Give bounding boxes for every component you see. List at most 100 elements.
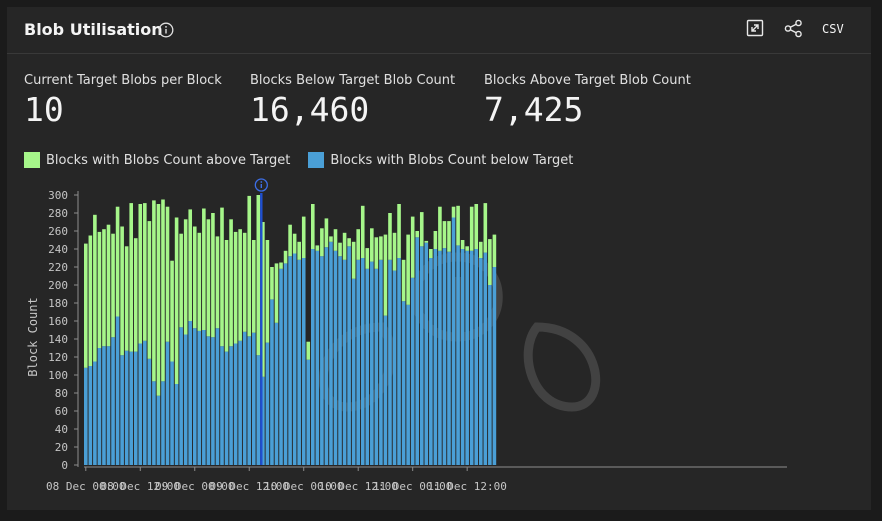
bar-above-target[interactable] xyxy=(211,213,215,338)
bar-below-target[interactable] xyxy=(415,237,420,465)
bar-above-target[interactable] xyxy=(192,226,197,329)
bar-above-target[interactable] xyxy=(460,240,465,249)
bar-below-target[interactable] xyxy=(401,301,406,465)
bar-below-target[interactable] xyxy=(111,337,115,465)
bar-above-target[interactable] xyxy=(93,214,97,362)
bar-above-target[interactable] xyxy=(329,236,333,242)
bar-above-target[interactable] xyxy=(419,212,424,247)
bar-above-target[interactable] xyxy=(306,341,311,360)
bar-below-target[interactable] xyxy=(170,361,174,466)
bar-below-target[interactable] xyxy=(456,245,460,465)
bar-below-target[interactable] xyxy=(120,355,124,465)
bar-below-target[interactable] xyxy=(324,247,329,465)
bar-below-target[interactable] xyxy=(270,299,274,465)
bar-above-target[interactable] xyxy=(161,199,165,382)
bar-above-target[interactable] xyxy=(342,232,347,260)
bar-below-target[interactable] xyxy=(488,285,492,465)
bar-below-target[interactable] xyxy=(419,246,424,465)
share-icon[interactable] xyxy=(784,19,803,42)
bar-below-target[interactable] xyxy=(297,259,301,465)
bar-below-target[interactable] xyxy=(370,261,374,465)
bar-below-target[interactable] xyxy=(229,346,233,465)
bar-below-target[interactable] xyxy=(347,246,351,465)
bar-above-target[interactable] xyxy=(456,205,460,246)
bar-above-target[interactable] xyxy=(97,231,102,348)
bar-above-target[interactable] xyxy=(283,250,288,264)
bar-below-target[interactable] xyxy=(292,253,297,466)
bar-below-target[interactable] xyxy=(165,341,170,465)
bar-below-target[interactable] xyxy=(279,268,283,465)
bar-below-target[interactable] xyxy=(288,256,292,465)
bar-below-target[interactable] xyxy=(174,384,179,465)
bar-below-target[interactable] xyxy=(220,346,224,465)
bar-above-target[interactable] xyxy=(220,207,224,347)
bar-below-target[interactable] xyxy=(202,330,206,465)
bar-above-target[interactable] xyxy=(229,219,233,347)
bar-below-target[interactable] xyxy=(206,336,211,465)
bar-above-target[interactable] xyxy=(102,229,106,347)
bar-below-target[interactable] xyxy=(397,258,401,465)
bar-above-target[interactable] xyxy=(279,262,283,269)
bar-above-target[interactable] xyxy=(474,204,479,249)
bar-above-target[interactable] xyxy=(392,232,397,271)
bar-above-target[interactable] xyxy=(170,260,174,362)
bar-above-target[interactable] xyxy=(374,237,379,269)
bar-below-target[interactable] xyxy=(283,263,288,465)
bar-below-target[interactable] xyxy=(247,336,252,465)
bar-below-target[interactable] xyxy=(233,343,238,466)
bar-below-target[interactable] xyxy=(342,259,347,465)
bar-below-target[interactable] xyxy=(215,328,220,465)
bar-above-target[interactable] xyxy=(410,216,415,278)
bar-below-target[interactable] xyxy=(338,256,342,465)
bar-above-target[interactable] xyxy=(183,219,188,335)
bar-above-target[interactable] xyxy=(311,204,315,249)
bar-below-target[interactable] xyxy=(143,340,147,465)
bar-below-target[interactable] xyxy=(138,343,143,466)
bar-above-target[interactable] xyxy=(333,229,338,251)
bar-below-target[interactable] xyxy=(238,340,242,465)
bar-below-target[interactable] xyxy=(365,268,370,465)
bar-above-target[interactable] xyxy=(347,238,351,247)
bar-below-target[interactable] xyxy=(406,304,410,465)
bar-below-target[interactable] xyxy=(256,355,261,465)
legend-item-below[interactable]: Blocks with Blobs Count below Target xyxy=(308,152,573,168)
bar-below-target[interactable] xyxy=(483,252,488,465)
bar-above-target[interactable] xyxy=(370,228,374,262)
bar-below-target[interactable] xyxy=(374,268,379,465)
bar-above-target[interactable] xyxy=(179,233,183,328)
bar-above-target[interactable] xyxy=(356,229,360,260)
bar-above-target[interactable] xyxy=(415,231,420,238)
bar-below-target[interactable] xyxy=(102,346,106,465)
bar-below-target[interactable] xyxy=(265,342,270,465)
bar-below-target[interactable] xyxy=(438,250,442,465)
bar-below-target[interactable] xyxy=(474,249,479,465)
bar-below-target[interactable] xyxy=(161,381,165,465)
bar-below-target[interactable] xyxy=(320,256,324,465)
bar-below-target[interactable] xyxy=(460,249,465,465)
bar-above-target[interactable] xyxy=(206,219,211,337)
bar-above-target[interactable] xyxy=(224,240,229,352)
annotation-info-icon[interactable] xyxy=(254,178,268,192)
bar-below-target[interactable] xyxy=(478,258,483,465)
bar-above-target[interactable] xyxy=(274,263,279,323)
bar-above-target[interactable] xyxy=(442,221,447,249)
csv-export-button[interactable]: CSV xyxy=(822,22,844,36)
bar-above-target[interactable] xyxy=(488,239,492,285)
bar-below-target[interactable] xyxy=(211,337,215,465)
bar-below-target[interactable] xyxy=(447,251,451,465)
bar-below-target[interactable] xyxy=(442,248,447,465)
bar-above-target[interactable] xyxy=(202,208,206,331)
bar-below-target[interactable] xyxy=(333,250,338,465)
bar-above-target[interactable] xyxy=(129,203,133,352)
bar-above-target[interactable] xyxy=(124,246,129,351)
bar-below-target[interactable] xyxy=(224,351,229,465)
bar-above-target[interactable] xyxy=(315,245,320,251)
bar-below-target[interactable] xyxy=(192,328,197,465)
bar-below-target[interactable] xyxy=(311,249,315,465)
bar-below-target[interactable] xyxy=(360,258,365,465)
bar-below-target[interactable] xyxy=(242,331,247,465)
bar-above-target[interactable] xyxy=(111,233,115,338)
bar-below-target[interactable] xyxy=(133,351,138,465)
bar-above-target[interactable] xyxy=(265,240,270,343)
bar-below-target[interactable] xyxy=(124,350,129,465)
